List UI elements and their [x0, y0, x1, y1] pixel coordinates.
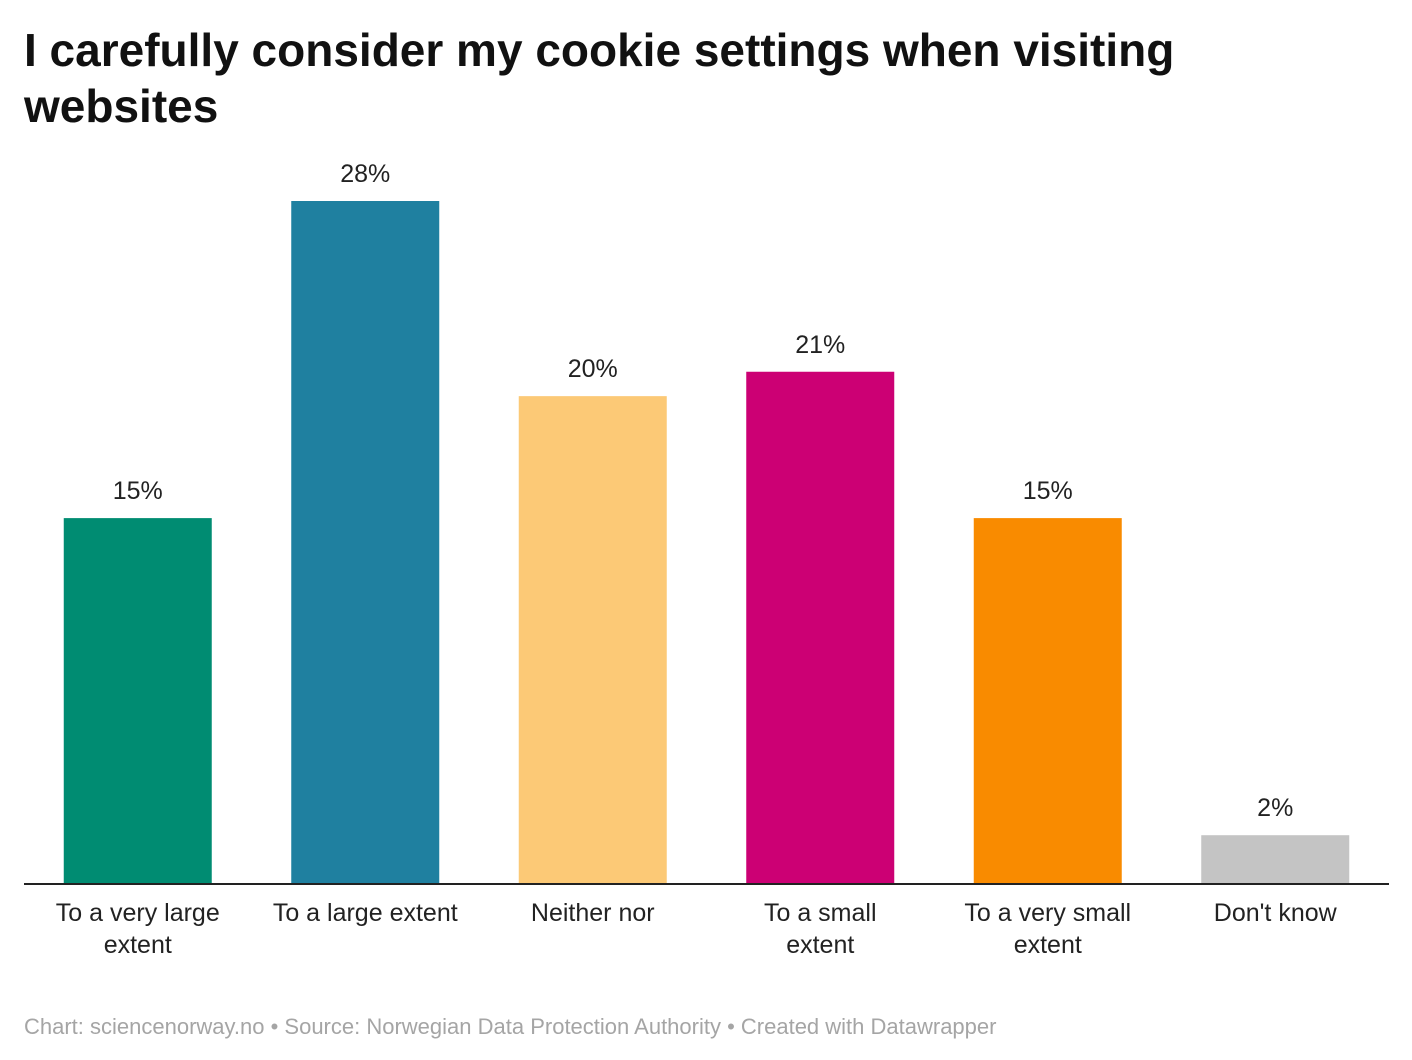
bar-chart: 15%28%20%21%15%2% To a very large extentT…: [24, 160, 1389, 959]
category-label-line: extent: [104, 931, 172, 959]
category-label-0: To a very large extent: [56, 899, 220, 959]
category-label-4: To a very small extent: [964, 899, 1131, 959]
category-label-5: Don't know: [1214, 899, 1338, 927]
bar-0: [63, 518, 212, 884]
category-label-2: Neither nor: [531, 899, 655, 927]
value-label-0: 15%: [113, 477, 163, 505]
bar-1: [291, 201, 440, 884]
category-label-line: To a very small: [964, 899, 1131, 927]
category-label-line: extent: [1014, 931, 1082, 959]
category-label-line: Don't know: [1214, 899, 1338, 927]
bars-group: [63, 201, 1350, 884]
bar-4: [973, 518, 1122, 884]
category-label-line: Neither nor: [531, 899, 655, 927]
category-label-line: To a small: [764, 899, 877, 927]
value-labels-group: 15% 28% 20% 21% 15% 2%: [113, 160, 1294, 822]
category-label-line: To a very large: [56, 899, 220, 927]
value-label-3: 21%: [795, 331, 845, 359]
category-label-3: To a small extent: [764, 899, 877, 959]
value-label-1: 28%: [340, 160, 390, 188]
bar-5: [1201, 835, 1350, 884]
value-label-5: 2%: [1257, 794, 1293, 822]
value-label-2: 20%: [568, 355, 618, 383]
chart-source-footer: Chart: sciencenorway.no • Source: Norweg…: [24, 1014, 997, 1039]
category-label-1: To a large extent: [273, 899, 458, 927]
bar-3: [746, 371, 895, 884]
bar-2: [518, 396, 667, 884]
value-label-4: 15%: [1023, 477, 1073, 505]
chart-title: I carefully consider my cookie settings …: [24, 24, 1175, 132]
category-label-line: extent: [786, 931, 854, 959]
category-label-line: To a large extent: [273, 899, 458, 927]
category-labels-group: To a very large extent To a large extent Ne…: [56, 899, 1338, 959]
